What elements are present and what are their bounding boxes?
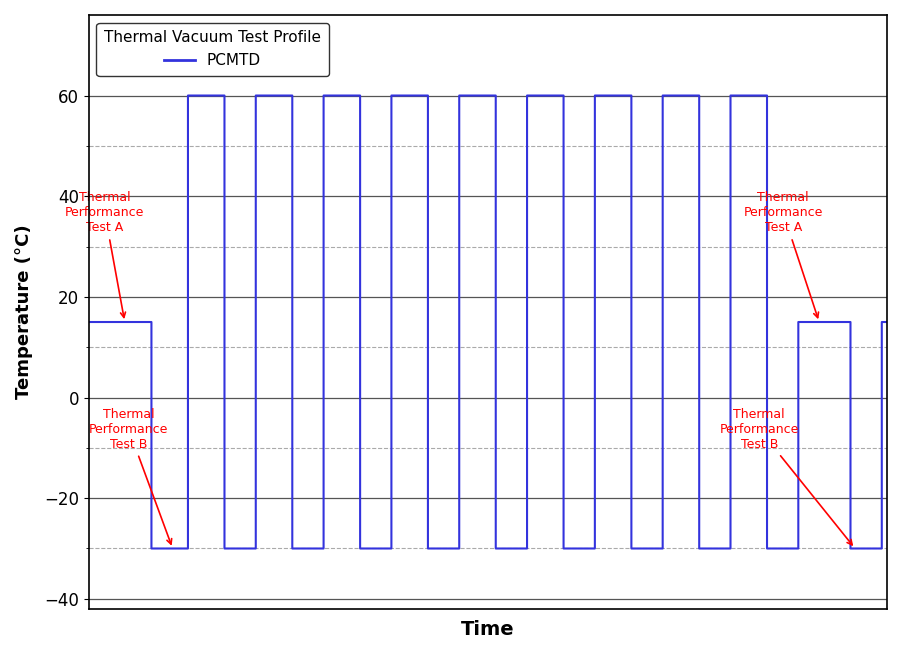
Legend: PCMTD: PCMTD	[97, 23, 328, 76]
Text: Thermal
Performance
Test B: Thermal Performance Test B	[89, 408, 171, 544]
Y-axis label: Temperature (°C): Temperature (°C)	[15, 224, 33, 399]
Text: Thermal
Performance
Test A: Thermal Performance Test A	[65, 192, 144, 317]
Text: Thermal
Performance
Test A: Thermal Performance Test A	[743, 192, 823, 318]
Text: Thermal
Performance
Test B: Thermal Performance Test B	[720, 408, 852, 545]
X-axis label: Time: Time	[461, 620, 515, 639]
